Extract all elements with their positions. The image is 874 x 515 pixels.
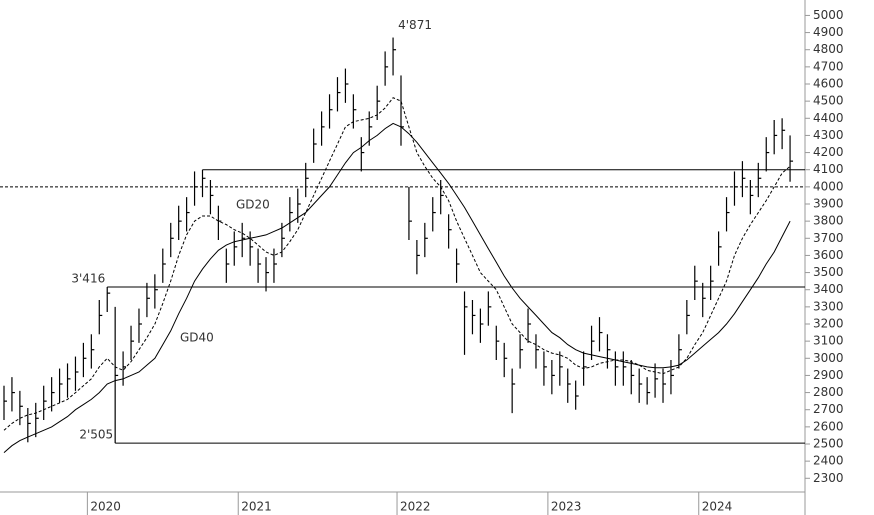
y-tick-label: 4500 <box>813 94 844 108</box>
y-tick-label: 4400 <box>813 111 844 125</box>
x-tick-label: 2020 <box>90 500 121 514</box>
annotation: 4'871 <box>398 18 432 32</box>
y-tick-label: 3100 <box>813 334 844 348</box>
y-tick-label: 3300 <box>813 299 844 313</box>
level-label: 2'505 <box>79 428 113 442</box>
y-tick-label: 3900 <box>813 197 844 211</box>
y-tick-label: 5000 <box>813 8 844 22</box>
moving-average <box>3 122 791 453</box>
y-tick-label: 2600 <box>813 419 844 433</box>
y-tick-label: 4900 <box>813 25 844 39</box>
y-tick-label: 4000 <box>813 179 844 193</box>
y-tick-label: 3800 <box>813 214 844 228</box>
y-tick-label: 3600 <box>813 248 844 262</box>
y-tick-label: 2700 <box>813 402 844 416</box>
y-tick-label: 4100 <box>813 162 844 176</box>
x-tick-label: 2021 <box>241 500 272 514</box>
y-tick-label: 2900 <box>813 368 844 382</box>
y-tick-label: 4600 <box>813 77 844 91</box>
y-tick-label: 3500 <box>813 265 844 279</box>
series-label: GD20 <box>236 198 270 212</box>
y-tick-label: 4700 <box>813 59 844 73</box>
y-tick-label: 3000 <box>813 351 844 365</box>
y-tick-label: 2500 <box>813 437 844 451</box>
y-tick-label: 3700 <box>813 231 844 245</box>
series-label: GD40 <box>180 331 214 345</box>
y-tick-label: 4800 <box>813 42 844 56</box>
y-tick-label: 4300 <box>813 128 844 142</box>
moving-average <box>3 97 791 431</box>
x-tick-label: 2023 <box>551 500 582 514</box>
y-tick-label: 3400 <box>813 282 844 296</box>
y-tick-label: 3200 <box>813 317 844 331</box>
x-tick-label: 2022 <box>400 500 431 514</box>
y-tick-label: 2800 <box>813 385 844 399</box>
y-tick-label: 4200 <box>813 145 844 159</box>
y-tick-label: 2300 <box>813 471 844 485</box>
x-tick-label: 2024 <box>702 500 733 514</box>
level-label: 3'416 <box>71 271 105 285</box>
y-tick-label: 2400 <box>813 454 844 468</box>
